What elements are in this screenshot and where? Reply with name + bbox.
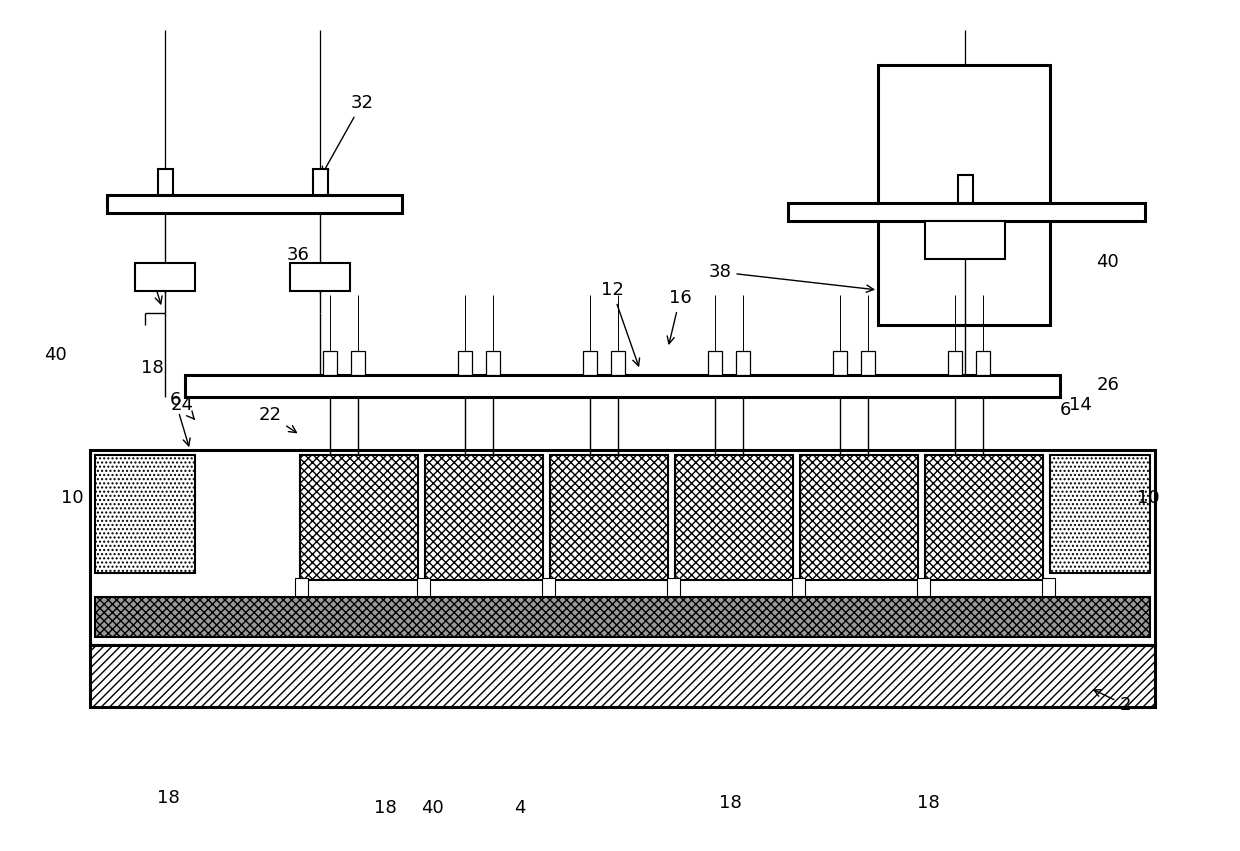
Bar [976, 351, 990, 375]
Bar [486, 351, 500, 375]
Text: 14: 14 [1069, 396, 1091, 414]
Bar [925, 455, 1043, 580]
Text: 24: 24 [171, 396, 195, 420]
Bar [91, 645, 1154, 707]
Text: 2: 2 [1094, 690, 1131, 714]
Text: 40: 40 [1096, 253, 1118, 271]
Text: 6: 6 [1059, 401, 1070, 419]
Text: 36: 36 [286, 246, 316, 286]
Bar [667, 578, 680, 596]
Bar [95, 455, 195, 573]
Bar [107, 195, 402, 213]
Bar [925, 221, 1004, 259]
Text: 38: 38 [708, 263, 874, 292]
Bar [551, 455, 668, 580]
Text: 16: 16 [667, 289, 692, 344]
Bar [787, 203, 1145, 221]
Bar [792, 578, 805, 596]
Text: 26: 26 [1096, 376, 1120, 394]
Text: 18: 18 [916, 794, 940, 812]
Text: 40: 40 [420, 799, 444, 817]
Bar [425, 455, 543, 580]
Bar [322, 351, 337, 375]
Bar [351, 351, 365, 375]
Text: 18: 18 [719, 794, 742, 812]
Text: 34: 34 [993, 86, 1054, 145]
Bar [959, 175, 973, 203]
Bar [675, 455, 794, 580]
Bar [878, 65, 1050, 325]
Bar [295, 578, 308, 596]
Bar [949, 351, 962, 375]
Bar [833, 351, 847, 375]
Bar [800, 455, 918, 580]
Text: 6: 6 [170, 391, 190, 446]
Text: 18: 18 [140, 359, 164, 377]
Text: 20: 20 [140, 266, 164, 304]
Bar [458, 351, 472, 375]
Text: 10: 10 [61, 489, 83, 507]
Bar [157, 169, 174, 195]
Bar [91, 450, 1154, 645]
Bar [737, 351, 750, 375]
Text: 4: 4 [515, 799, 526, 817]
Text: 18: 18 [156, 789, 180, 807]
Text: 40: 40 [43, 346, 67, 364]
Bar [312, 169, 329, 195]
Bar [290, 263, 350, 291]
Text: 12: 12 [600, 281, 640, 366]
Text: 18: 18 [373, 799, 397, 817]
Text: 32: 32 [322, 94, 373, 174]
Bar [611, 351, 625, 375]
Bar [185, 375, 1060, 397]
Bar [583, 351, 596, 375]
Bar [300, 455, 418, 580]
Bar [708, 351, 722, 375]
Bar [135, 263, 195, 291]
Bar [542, 578, 556, 596]
Bar [417, 578, 430, 596]
Text: 22: 22 [258, 406, 296, 432]
Bar [95, 597, 1149, 637]
Bar [1050, 455, 1149, 573]
Bar [918, 578, 930, 596]
Bar [1042, 578, 1055, 596]
Text: 10: 10 [1137, 489, 1159, 507]
Bar [861, 351, 875, 375]
